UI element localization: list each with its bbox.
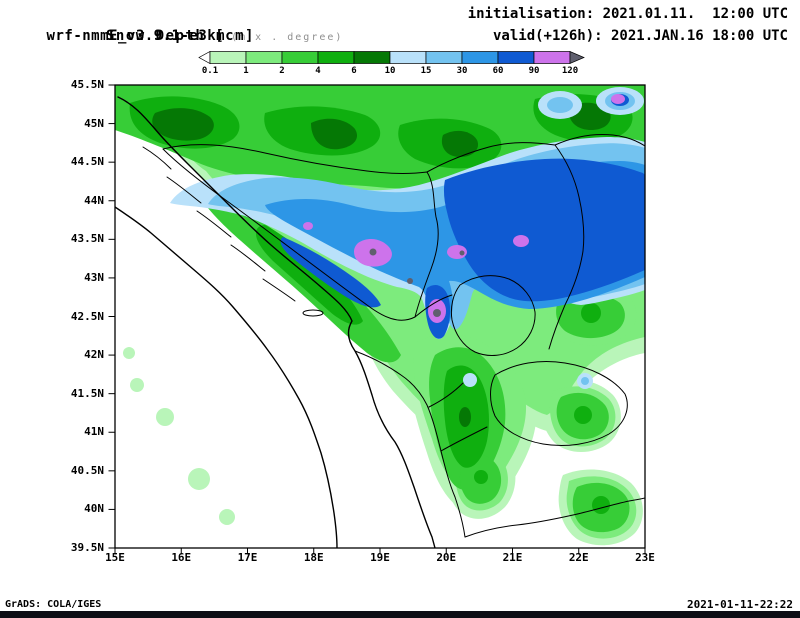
lat-label: 45.5N	[70, 78, 104, 91]
lon-label: 19E	[370, 551, 390, 564]
colorbar-under-arrow	[198, 51, 211, 65]
colorbar-cell	[461, 51, 499, 64]
lat-label: 41N	[84, 425, 104, 439]
lat-label: 45N	[84, 116, 104, 130]
colorbar-label: 6	[351, 66, 357, 76]
lat-label: 39.5N	[70, 541, 104, 554]
grads-credit: GrADS: COLA/IGES	[5, 599, 102, 610]
colorbar-cell	[533, 51, 571, 64]
colorbar-label: 2	[279, 66, 285, 76]
lat-label: 44N	[84, 193, 104, 207]
colorbar-cell	[353, 51, 391, 64]
map-panel	[108, 84, 646, 555]
colorbar-cell	[209, 51, 247, 64]
creation-timestamp: 2021-01-11-22:22	[687, 598, 793, 611]
grid-resolution-note: (m x . degree)	[231, 32, 344, 43]
lon-label: 16E	[171, 551, 192, 564]
colorbar-label: 15	[420, 66, 432, 76]
lon-label: 18E	[303, 551, 324, 564]
valid-time: valid(+126h): 2021.JAN.16 18:00 UTC	[492, 28, 788, 44]
lat-label: 43.5N	[70, 232, 104, 246]
lon-label: 20E	[436, 551, 457, 564]
colorbar-cell	[425, 51, 463, 64]
lat-label: 41.5N	[70, 386, 104, 400]
colorbar	[198, 51, 585, 65]
lon-label: 21E	[502, 551, 523, 564]
lat-label: 40.5N	[70, 463, 104, 477]
model-title: wrf-nmmE_v3.9.1-e3km	[46, 28, 226, 44]
colorbar-label: 4	[315, 66, 321, 76]
colorbar-label: 1	[243, 66, 249, 76]
initialisation-time: initialisation: 2021.01.11. 12:00 UTC	[467, 6, 788, 22]
colorbar-label: 120	[561, 66, 579, 76]
coastlines	[115, 96, 436, 548]
header: wrf-nmmE_v3.9.1-e3km (m x . degree)	[8, 6, 343, 63]
field-title: Snow Depth [cm]	[106, 28, 255, 44]
lon-label: 17E	[237, 551, 258, 564]
islands	[142, 146, 324, 317]
snow-field-over-120cm	[369, 248, 465, 317]
colorbar-label: 60	[492, 66, 504, 76]
colorbar-cell	[317, 51, 355, 64]
lat-label: 40N	[84, 502, 104, 516]
lon-label: 22E	[568, 551, 589, 564]
lat-label: 42N	[84, 348, 104, 362]
lat-label: 44.5N	[70, 155, 104, 169]
lon-label: 15E	[105, 551, 125, 564]
axis-ticks	[108, 84, 646, 555]
colorbar-cell	[389, 51, 427, 64]
country-borders	[162, 134, 645, 538]
lat-label: 42.5N	[70, 309, 104, 323]
colorbar-label: 10	[384, 66, 396, 76]
lat-label: 43N	[84, 270, 104, 284]
colorbar-label: 0.1	[201, 66, 219, 76]
colorbar-label: 30	[456, 66, 468, 76]
colorbar-cell	[245, 51, 283, 64]
bottom-strip	[0, 611, 800, 618]
lon-label: 23E	[635, 551, 655, 564]
colorbar-over-arrow	[569, 51, 585, 65]
colorbar-cell	[497, 51, 535, 64]
colorbar-label: 90	[528, 66, 540, 76]
colorbar-cell	[281, 51, 319, 64]
